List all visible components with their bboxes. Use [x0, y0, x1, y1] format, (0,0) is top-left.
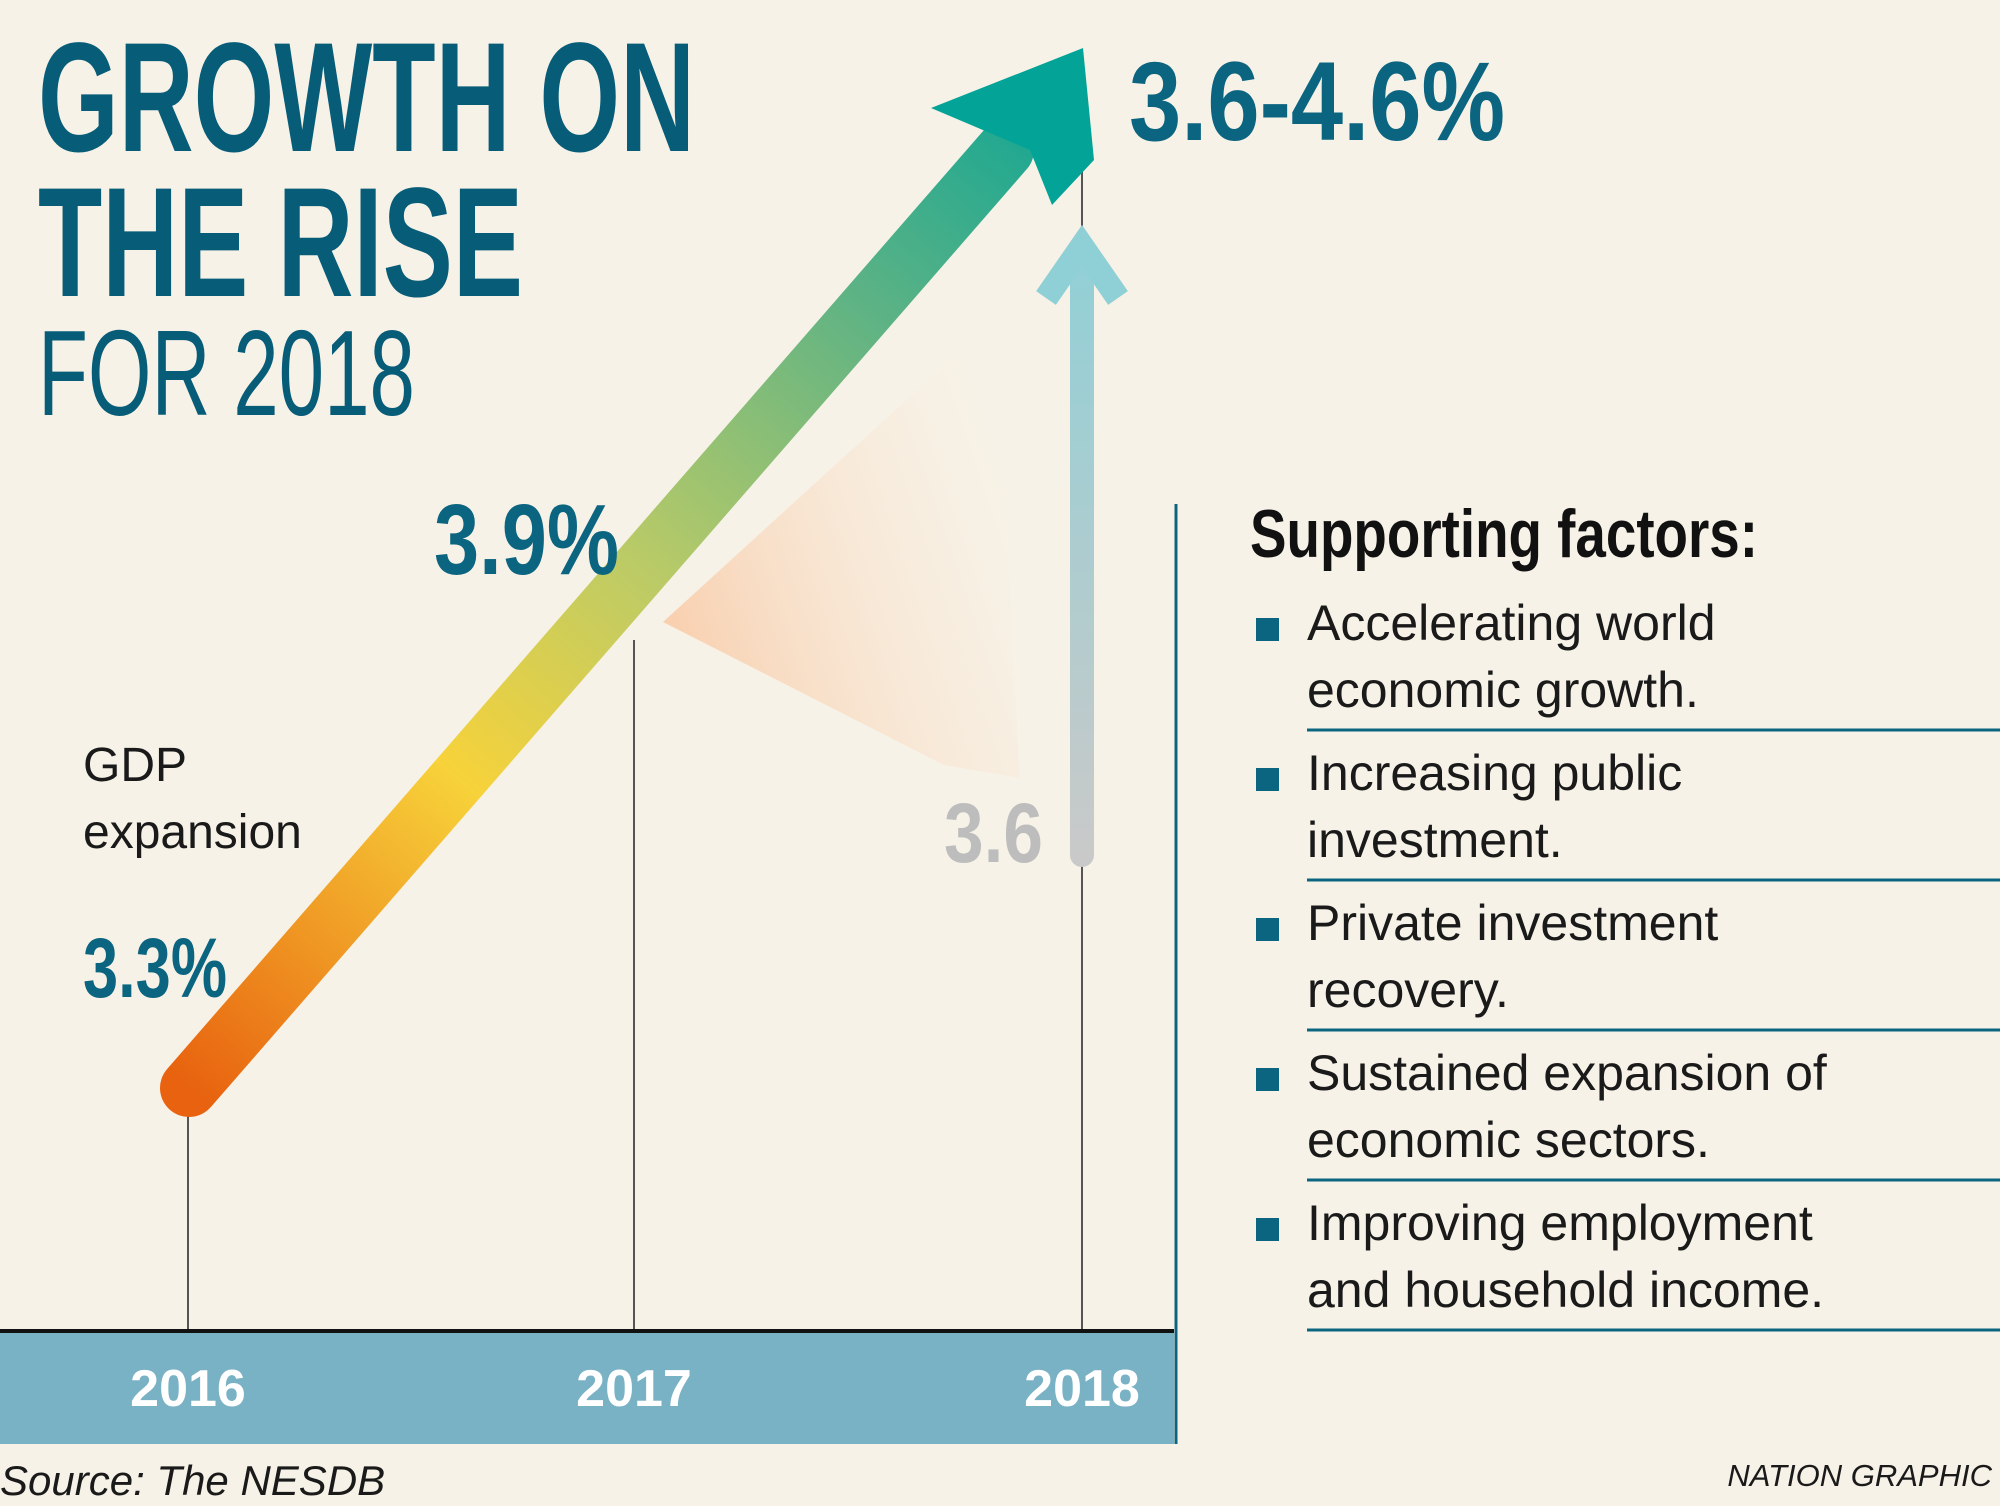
subtitle: FOR 2018: [38, 305, 415, 441]
axis-note: expansion: [83, 806, 302, 859]
growth-arrow: [160, 121, 1034, 1117]
bullet: [1256, 918, 1279, 941]
factor-text: recovery.: [1307, 962, 1509, 1018]
axis-note: GDP: [83, 739, 187, 792]
bullet: [1256, 768, 1279, 791]
factor-text: economic growth.: [1307, 662, 1699, 718]
title-line: GROWTH ON: [38, 11, 695, 185]
factor-text: Private investment: [1307, 895, 1718, 951]
factor-text: economic sectors.: [1307, 1112, 1710, 1168]
source: Source: The NESDB: [0, 1457, 385, 1504]
factor-text: Increasing public: [1307, 745, 1682, 801]
year-bar: [0, 1329, 1174, 1444]
bullet: [1256, 618, 1279, 641]
factors-heading: Supporting factors:: [1250, 496, 1758, 572]
factor-text: Accelerating world: [1307, 595, 1716, 651]
low-value-label: 3.6: [944, 786, 1043, 880]
range-fill: [663, 319, 1020, 778]
year-label: 2017: [576, 1360, 692, 1418]
credit: NATION GRAPHIC: [1727, 1458, 1992, 1493]
factor-text: Improving employment: [1307, 1195, 1813, 1251]
year-label: 2018: [1024, 1360, 1140, 1418]
value-label: 3.9%: [434, 484, 619, 596]
growth-arrow-head: [931, 48, 1094, 205]
factor-text: investment.: [1307, 812, 1563, 868]
factor-text: Sustained expansion of: [1307, 1045, 1827, 1101]
value-label: 3.6-4.6%: [1129, 39, 1505, 164]
bullet: [1256, 1218, 1279, 1241]
title-line: THE RISE: [38, 156, 523, 330]
factor-text: and household income.: [1307, 1262, 1824, 1318]
value-label: 3.3%: [83, 921, 227, 1015]
range-arrow-head: [1036, 224, 1128, 305]
bullet: [1256, 1068, 1279, 1091]
factors-list: Accelerating world economic growth. Increa…: [1256, 595, 2000, 1332]
year-label: 2016: [130, 1360, 246, 1418]
